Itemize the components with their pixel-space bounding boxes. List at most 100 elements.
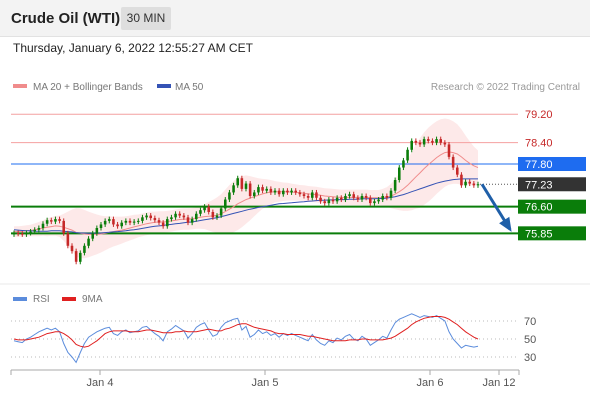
candle-body (393, 180, 397, 191)
rsi-level-label-70: 70 (524, 316, 536, 328)
ma20-legend-swatch (13, 84, 27, 88)
candle-body (29, 231, 32, 233)
candle-body (253, 192, 256, 196)
candle-body (265, 188, 268, 191)
candle-body (315, 192, 318, 198)
candle-body (451, 156, 455, 168)
candle-body (37, 228, 41, 230)
candle-body (443, 142, 447, 145)
ma20-legend-label: MA 20 + Bollinger Bands (33, 82, 143, 93)
candle-body (277, 190, 281, 195)
candle-body (327, 199, 331, 204)
rsi-legend-swatch (13, 297, 27, 301)
candle-body (157, 220, 161, 223)
candle-body (447, 144, 451, 157)
candle-body (137, 220, 140, 222)
candle-body (431, 140, 434, 143)
candle-body (290, 190, 293, 193)
candle-body (66, 233, 70, 246)
candle-body (422, 139, 426, 145)
level-label-75.85: 75.85 (525, 228, 553, 240)
candle-body (456, 167, 459, 175)
candle-body (74, 251, 78, 262)
level-badge-77.80 (518, 157, 586, 171)
candle-body (70, 245, 74, 252)
rsi-ma-legend-label: 9MA (82, 294, 103, 305)
candle-body (306, 196, 310, 198)
level-label-76.60: 76.60 (525, 202, 553, 214)
candle-body (373, 201, 376, 204)
level-label-77.23: 77.23 (525, 179, 553, 191)
candle-body (195, 213, 198, 220)
candle-body (219, 208, 223, 216)
candle-body (360, 196, 364, 200)
candle-body (207, 206, 210, 212)
rsi-level-label-50: 50 (524, 334, 536, 346)
candle-body (41, 223, 45, 228)
candle-body (352, 194, 355, 198)
level-label-78.40: 78.40 (525, 138, 553, 150)
candle-body (62, 220, 65, 234)
credit-label: Research © 2022 Trading Central (431, 82, 580, 93)
candle-body (439, 139, 442, 143)
candle-body (468, 181, 471, 184)
header-bar: Crude Oil (WTI) 30 MIN (0, 0, 590, 37)
candle-body (282, 190, 285, 195)
candle-body (240, 178, 244, 189)
candle-body (418, 142, 422, 145)
candle-body (91, 233, 94, 239)
candle-body (224, 199, 227, 209)
candle-body (103, 220, 107, 225)
instrument-title: Crude Oil (WTI) (11, 10, 121, 27)
timeframe-badge[interactable]: 30 MIN (121, 7, 171, 30)
candle-body (25, 232, 28, 235)
candle-body (294, 190, 297, 193)
candle-body (178, 213, 181, 216)
candle-body (45, 220, 49, 224)
candle-body (50, 220, 53, 222)
candle-body (182, 215, 186, 218)
candle-body (269, 188, 273, 193)
candle-body (476, 184, 480, 186)
ma50-legend-swatch (157, 84, 171, 88)
candle-body (377, 199, 380, 202)
candle-body (83, 245, 86, 253)
candle-body (124, 220, 128, 223)
candle-body (199, 210, 202, 214)
candle-body (340, 197, 343, 200)
candle-body (356, 197, 360, 200)
candle-body (323, 201, 326, 204)
candle-body (385, 196, 389, 198)
candle-body (261, 187, 264, 191)
candle-body (108, 219, 111, 221)
candle-body (21, 233, 24, 235)
candle-body (58, 219, 61, 221)
candle-body (99, 224, 103, 228)
ma50-line (13, 178, 478, 234)
candle-body (381, 196, 384, 200)
x-tick-label: Jan 12 (482, 377, 515, 389)
candle-body (120, 222, 123, 227)
datetime-label: Thursday, January 6, 2022 12:55:27 AM CE… (13, 41, 253, 55)
x-tick-label: Jan 6 (417, 377, 444, 389)
candle-body (170, 217, 173, 220)
x-tick-label: Jan 5 (252, 377, 279, 389)
candle-body (87, 238, 90, 246)
candle-body (215, 215, 219, 218)
candle-body (369, 197, 372, 204)
candle-body (302, 194, 306, 196)
level-badge-75.85 (518, 226, 586, 241)
candle-body (286, 190, 289, 193)
candle-body (232, 185, 235, 193)
rsi-ma-line (13, 316, 479, 348)
rsi-level-label-30: 30 (524, 352, 536, 364)
candle-body (33, 229, 36, 232)
candle-body (16, 232, 20, 234)
candle-body (236, 178, 239, 186)
candle-body (174, 213, 177, 218)
candle-body (145, 215, 148, 218)
candle-body (298, 192, 302, 195)
candle-body (153, 218, 157, 221)
candle-body (331, 199, 335, 202)
ma50-legend-label: MA 50 (175, 82, 204, 93)
